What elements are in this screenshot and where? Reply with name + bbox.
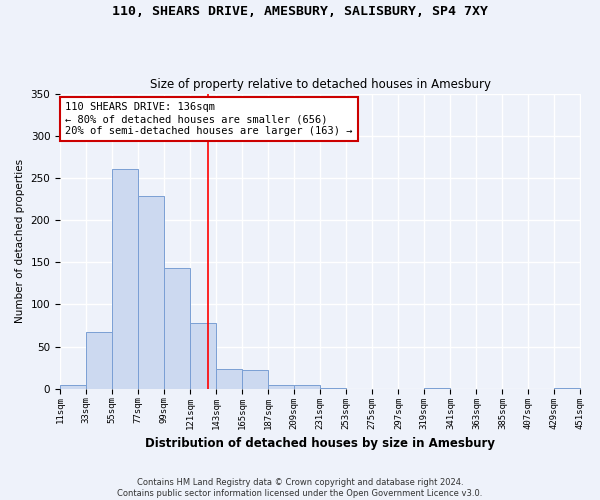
Bar bbox=[424, 388, 451, 389]
Y-axis label: Number of detached properties: Number of detached properties bbox=[15, 159, 25, 323]
Text: Contains HM Land Registry data © Crown copyright and database right 2024.
Contai: Contains HM Land Registry data © Crown c… bbox=[118, 478, 482, 498]
Title: Size of property relative to detached houses in Amesbury: Size of property relative to detached ho… bbox=[150, 78, 491, 91]
Bar bbox=[60, 384, 86, 389]
Bar bbox=[294, 386, 320, 389]
Bar bbox=[320, 388, 346, 389]
Bar bbox=[138, 196, 164, 389]
Bar bbox=[190, 323, 216, 389]
Text: 110 SHEARS DRIVE: 136sqm
← 80% of detached houses are smaller (656)
20% of semi-: 110 SHEARS DRIVE: 136sqm ← 80% of detach… bbox=[65, 102, 353, 136]
Bar bbox=[216, 370, 242, 389]
Text: 110, SHEARS DRIVE, AMESBURY, SALISBURY, SP4 7XY: 110, SHEARS DRIVE, AMESBURY, SALISBURY, … bbox=[112, 5, 488, 18]
Bar bbox=[86, 332, 112, 389]
Bar bbox=[268, 384, 294, 389]
Bar bbox=[242, 370, 268, 389]
X-axis label: Distribution of detached houses by size in Amesbury: Distribution of detached houses by size … bbox=[145, 437, 495, 450]
Bar bbox=[554, 388, 581, 389]
Bar bbox=[112, 168, 138, 389]
Bar bbox=[164, 268, 190, 389]
